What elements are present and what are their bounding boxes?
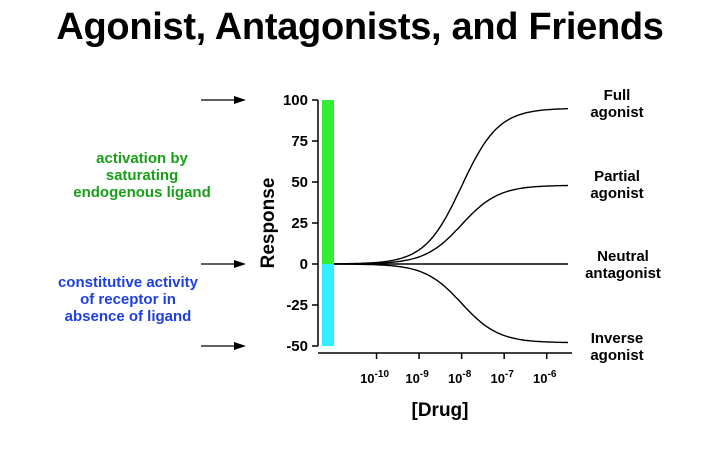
partial-agonist-line-1: Partial xyxy=(594,168,640,185)
full-agonist-line-1: Full xyxy=(603,87,631,104)
activation-line-1: activation by xyxy=(96,150,188,167)
constitutive-line-1: constitutive activity xyxy=(57,274,199,291)
full-agonist-label: Full agonist xyxy=(572,87,662,121)
inverse-curve xyxy=(334,263,569,344)
activation-line-2: saturating xyxy=(105,167,179,184)
x-tick-label: 10-6 xyxy=(533,369,557,386)
pointer-arrow-head xyxy=(234,342,246,350)
y-axis-title: Response xyxy=(258,178,279,269)
y-tick-label: 100 xyxy=(283,92,308,109)
pointer-arrow-head xyxy=(234,260,246,268)
y-tick-label: -25 xyxy=(286,297,308,314)
constitutive-line-3: absence of ligand xyxy=(64,308,192,325)
constitutive-annotation: constitutive activity of receptor in abs… xyxy=(28,274,228,325)
y-tick-label: 25 xyxy=(291,215,308,232)
activation-line-3: endogenous ligand xyxy=(73,184,211,201)
slide-title: Agonist, Antagonists, and Friends xyxy=(56,6,664,48)
partial-agonist-label: Partial agonist xyxy=(572,168,662,202)
inverse-agonist-line-2: agonist xyxy=(590,347,644,364)
neutral-antagonist-line-2: antagonist xyxy=(585,265,661,282)
pointer-arrow-head xyxy=(234,96,246,104)
constitutive-line-2: of receptor in xyxy=(80,291,176,308)
activation-bar xyxy=(322,100,334,264)
partial-agonist-line-2: agonist xyxy=(590,185,644,202)
x-axis-title: [Drug] xyxy=(411,400,469,421)
y-tick-label: 0 xyxy=(300,256,308,273)
constitutive-bar xyxy=(322,264,334,346)
full-agonist-line-2: agonist xyxy=(590,104,644,121)
inverse-agonist-line-1: Inverse xyxy=(590,330,644,347)
y-tick-label: 75 xyxy=(291,133,308,150)
neutral-antagonist-label: Neutral antagonist xyxy=(575,248,671,282)
y-tick-label: -50 xyxy=(286,338,308,355)
x-tick-label: 10-9 xyxy=(405,369,429,386)
y-tick-label: 50 xyxy=(291,174,308,191)
activation-annotation: activation by saturating endogenous liga… xyxy=(42,150,242,201)
x-tick-label: 10-7 xyxy=(490,369,514,386)
x-tick-label: 10-10 xyxy=(360,369,389,386)
inverse-agonist-label: Inverse agonist xyxy=(572,330,662,364)
neutral-antagonist-line-1: Neutral xyxy=(597,248,649,265)
x-tick-label: 10-8 xyxy=(448,369,472,386)
partial-curve xyxy=(334,184,569,265)
